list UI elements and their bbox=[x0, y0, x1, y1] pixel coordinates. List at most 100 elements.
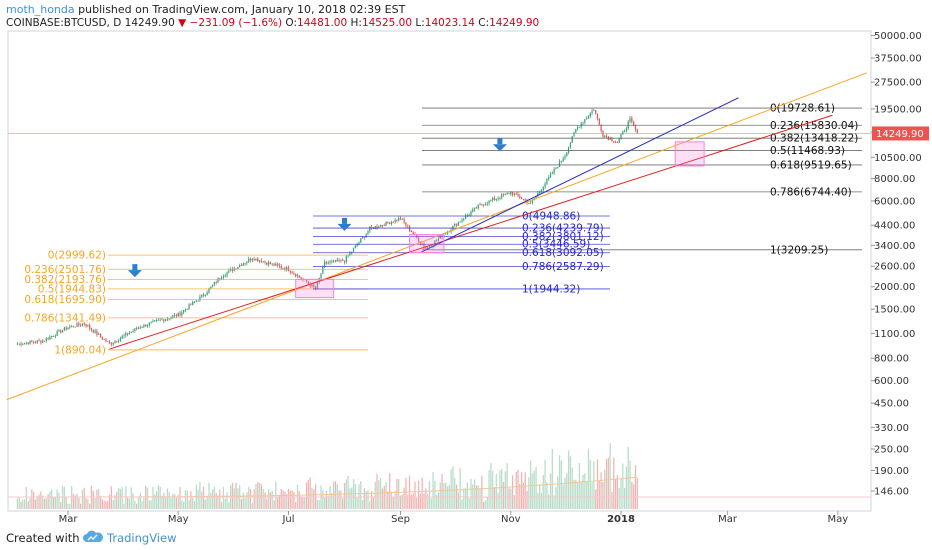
volume-bar bbox=[101, 499, 103, 509]
candle-body bbox=[117, 340, 120, 342]
volume-bar bbox=[421, 477, 423, 509]
volume-bar bbox=[602, 482, 604, 509]
candle-body bbox=[89, 325, 91, 329]
candle-body bbox=[423, 244, 425, 248]
candle-body bbox=[70, 325, 73, 327]
volume-bar bbox=[128, 498, 131, 509]
plot-area[interactable] bbox=[7, 30, 872, 512]
price-tick-label: 450.00 bbox=[874, 399, 909, 410]
orange-trendline[interactable] bbox=[6, 72, 867, 401]
volume-bar bbox=[576, 481, 579, 509]
volume-bar bbox=[298, 491, 300, 509]
volume-bar bbox=[146, 487, 149, 509]
candle-body bbox=[42, 340, 44, 343]
fib-orange[interactable]: 0(2999.62)0.236(2501.76)0.382(2193.76)0.… bbox=[24, 250, 368, 357]
volume-bar bbox=[286, 494, 288, 509]
candle-body bbox=[455, 223, 458, 226]
candle-body bbox=[293, 273, 295, 274]
volume-bar bbox=[365, 491, 367, 509]
candle-body bbox=[396, 219, 398, 221]
ohlc-line: COINBASE:BTCUSD, D 14249.90 ▼ −231.09 (−… bbox=[6, 17, 539, 29]
author-link[interactable]: moth_honda bbox=[6, 3, 75, 16]
candle-body bbox=[488, 200, 490, 204]
candle-body bbox=[305, 279, 308, 283]
candle-body bbox=[25, 342, 28, 344]
candle-body bbox=[251, 259, 253, 261]
candle-body bbox=[331, 261, 333, 262]
candle-body bbox=[127, 333, 129, 335]
volume-bar bbox=[226, 492, 228, 509]
candle-body bbox=[132, 330, 134, 332]
candle-body bbox=[108, 341, 111, 344]
candle-body bbox=[186, 309, 188, 310]
symbol-label[interactable]: COINBASE:BTCUSD, D bbox=[6, 17, 122, 29]
volume-bar bbox=[161, 496, 163, 509]
volume-bar bbox=[625, 466, 628, 509]
candle-body bbox=[356, 244, 358, 246]
candle-body bbox=[172, 315, 174, 318]
volume-bar bbox=[445, 482, 447, 509]
volume-bar bbox=[513, 495, 516, 509]
volume-bar bbox=[141, 501, 143, 509]
candle-body bbox=[499, 198, 501, 199]
candle-body bbox=[249, 258, 252, 261]
candle-body bbox=[363, 237, 366, 238]
price-tick-label: 19500.00 bbox=[874, 104, 922, 115]
support-box-september[interactable] bbox=[409, 234, 445, 254]
support-box-july[interactable] bbox=[295, 278, 335, 299]
volume-bar bbox=[506, 463, 508, 509]
volume-bar bbox=[89, 503, 91, 509]
candle-body bbox=[34, 342, 37, 344]
volume-bar bbox=[524, 472, 526, 509]
candle-body bbox=[177, 312, 179, 317]
fib-level-label: 1(1944.32) bbox=[522, 283, 580, 295]
candle-body bbox=[322, 266, 324, 274]
tradingview-brand[interactable]: TradingView bbox=[107, 531, 177, 545]
candle-body bbox=[146, 325, 149, 327]
volume-bar bbox=[273, 500, 275, 509]
volume-group bbox=[16, 443, 638, 509]
candle-body bbox=[528, 203, 530, 204]
fib-blue[interactable]: 0(4948.86)0.236(4239.79)0.382(3801.12)0.… bbox=[313, 211, 610, 296]
volume-bar bbox=[338, 490, 340, 509]
candle-body bbox=[506, 193, 508, 194]
volume-bar bbox=[269, 492, 272, 509]
candle-body bbox=[511, 192, 514, 195]
volume-bar bbox=[60, 502, 62, 509]
candle-body bbox=[121, 336, 123, 339]
volume-bar bbox=[217, 495, 219, 509]
volume-bar bbox=[76, 493, 78, 509]
candle-body bbox=[157, 319, 159, 321]
candle-body bbox=[18, 343, 20, 345]
candle-body bbox=[345, 256, 347, 263]
volume-bar bbox=[78, 498, 80, 509]
arrow-shaft bbox=[497, 138, 503, 145]
candle-body bbox=[199, 296, 201, 301]
candle-body bbox=[477, 204, 479, 209]
candle-body bbox=[101, 336, 103, 340]
volume-bar bbox=[206, 496, 208, 509]
volume-bar bbox=[137, 497, 140, 509]
price-change: −231.09 (−1.6%) bbox=[189, 17, 283, 29]
fib-black[interactable]: 0(19728.61)0.236(15830.04)0.382(13418.22… bbox=[422, 103, 862, 257]
volume-bar bbox=[515, 471, 517, 509]
candle-body bbox=[416, 234, 418, 238]
red-trendline[interactable] bbox=[109, 114, 833, 350]
price-tick-label: 8000.00 bbox=[874, 174, 915, 185]
volume-bar bbox=[405, 478, 407, 509]
candle-body bbox=[253, 259, 255, 261]
blue-trendline[interactable] bbox=[420, 97, 739, 253]
candle-body bbox=[352, 248, 355, 252]
volume-bar bbox=[130, 487, 132, 509]
volume-bar bbox=[186, 490, 188, 509]
candle-body bbox=[611, 138, 613, 142]
target-box-february[interactable] bbox=[674, 141, 705, 167]
volume-bar bbox=[47, 494, 49, 509]
candle-body bbox=[571, 136, 573, 143]
price-chart[interactable]: 50000.0037500.0027500.0019500.0014500.00… bbox=[0, 0, 932, 524]
volume-bar bbox=[52, 496, 55, 509]
candle-body bbox=[154, 320, 156, 322]
candle-body bbox=[240, 265, 243, 267]
volume-bar bbox=[244, 498, 246, 509]
volume-bar bbox=[511, 475, 514, 509]
